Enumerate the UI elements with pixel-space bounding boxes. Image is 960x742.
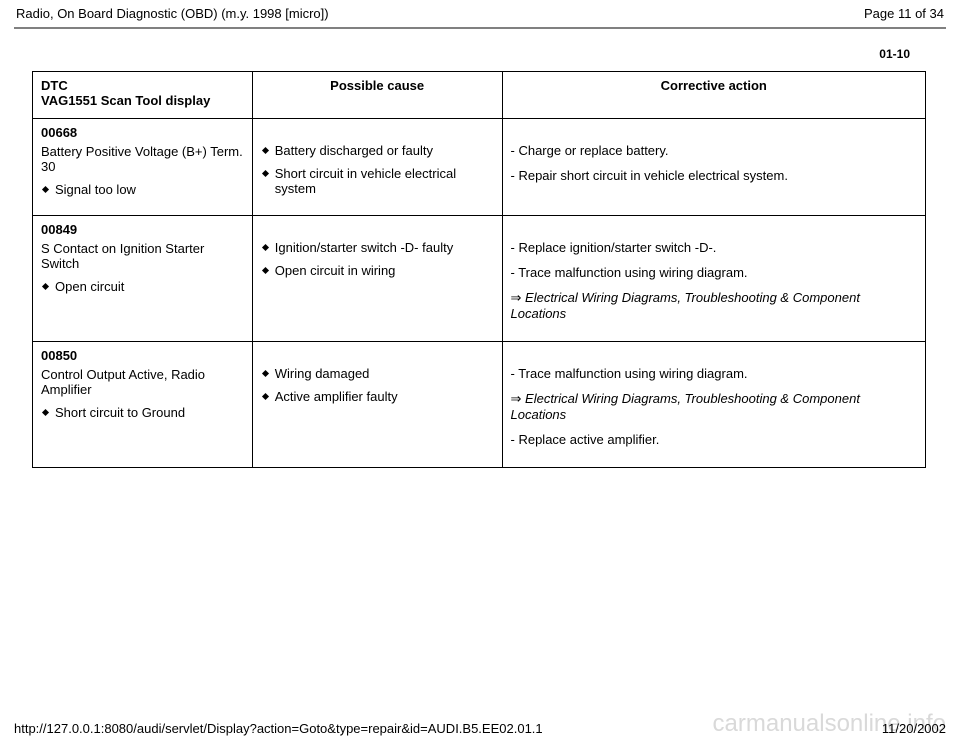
col-header-dtc-line1: DTC — [41, 78, 244, 93]
arrow-icon: ⇒ — [511, 391, 526, 406]
action-block: - Trace malfunction using wiring diagram… — [511, 366, 917, 447]
action-reference-text: Electrical Wiring Diagrams, Troubleshoot… — [511, 290, 860, 321]
dtc-sub-list: Signal too low — [41, 182, 244, 197]
dtc-description: Battery Positive Voltage (B+) Term. 30 — [41, 144, 244, 174]
dtc-sub-item: Short circuit to Ground — [41, 405, 244, 420]
footer-url: http://127.0.0.1:8080/audi/servlet/Displ… — [14, 721, 543, 736]
table-header-row: DTC VAG1551 Scan Tool display Possible c… — [33, 72, 926, 119]
dtc-cell: 00850 Control Output Active, Radio Amplif… — [33, 342, 253, 468]
cause-item: Wiring damaged — [261, 366, 494, 381]
col-header-dtc: DTC VAG1551 Scan Tool display — [33, 72, 253, 119]
action-cell: - Replace ignition/starter switch -D-. - … — [502, 216, 925, 342]
col-header-cause: Possible cause — [252, 72, 502, 119]
action-reference-text: Electrical Wiring Diagrams, Troubleshoot… — [511, 391, 860, 422]
action-item: - Replace ignition/starter switch -D-. — [511, 240, 917, 255]
table-body: 00668 Battery Positive Voltage (B+) Term.… — [33, 119, 926, 468]
action-item: - Trace malfunction using wiring diagram… — [511, 265, 917, 280]
action-block: - Charge or replace battery. - Repair sho… — [511, 143, 917, 183]
cause-item: Battery discharged or faulty — [261, 143, 494, 158]
footer-date: 11/20/2002 — [882, 721, 946, 736]
table-row: 00668 Battery Positive Voltage (B+) Term.… — [33, 119, 926, 216]
dtc-code: 00849 — [41, 222, 244, 237]
doc-title: Radio, On Board Diagnostic (OBD) (m.y. 1… — [16, 6, 329, 21]
footer-row: http://127.0.0.1:8080/audi/servlet/Displ… — [14, 721, 946, 736]
action-block: - Replace ignition/starter switch -D-. - … — [511, 240, 917, 321]
section-number: 01-10 — [14, 47, 946, 61]
cause-item: Open circuit in wiring — [261, 263, 494, 278]
cause-item: Active amplifier faulty — [261, 389, 494, 404]
action-reference: ⇒ Electrical Wiring Diagrams, Troublesho… — [511, 391, 917, 422]
page-number: Page 11 of 34 — [864, 6, 944, 21]
cause-item: Short circuit in vehicle electrical syst… — [261, 166, 494, 196]
dtc-sub-item: Signal too low — [41, 182, 244, 197]
action-item: - Trace malfunction using wiring diagram… — [511, 366, 917, 381]
action-cell: - Trace malfunction using wiring diagram… — [502, 342, 925, 468]
cause-cell: Ignition/starter switch -D- faulty Open c… — [252, 216, 502, 342]
table-row: 00849 S Contact on Ignition Starter Switc… — [33, 216, 926, 342]
dtc-code: 00850 — [41, 348, 244, 363]
dtc-cell: 00849 S Contact on Ignition Starter Switc… — [33, 216, 253, 342]
arrow-icon: ⇒ — [511, 290, 526, 305]
dtc-sub-item: Open circuit — [41, 279, 244, 294]
dtc-code: 00668 — [41, 125, 244, 140]
action-reference: ⇒ Electrical Wiring Diagrams, Troublesho… — [511, 290, 917, 321]
page: Radio, On Board Diagnostic (OBD) (m.y. 1… — [0, 0, 960, 742]
action-item: - Charge or replace battery. — [511, 143, 917, 158]
cause-list: Battery discharged or faulty Short circui… — [261, 143, 494, 196]
col-header-action: Corrective action — [502, 72, 925, 119]
table-row: 00850 Control Output Active, Radio Amplif… — [33, 342, 926, 468]
cause-list: Wiring damaged Active amplifier faulty — [261, 366, 494, 404]
cause-item: Ignition/starter switch -D- faulty — [261, 240, 494, 255]
cause-cell: Wiring damaged Active amplifier faulty — [252, 342, 502, 468]
cause-cell: Battery discharged or faulty Short circui… — [252, 119, 502, 216]
dtc-table: DTC VAG1551 Scan Tool display Possible c… — [32, 71, 926, 468]
col-header-dtc-line2: VAG1551 Scan Tool display — [41, 93, 244, 108]
action-cell: - Charge or replace battery. - Repair sho… — [502, 119, 925, 216]
dtc-sub-list: Open circuit — [41, 279, 244, 294]
action-item: - Replace active amplifier. — [511, 432, 917, 447]
cause-list: Ignition/starter switch -D- faulty Open c… — [261, 240, 494, 278]
dtc-description: S Contact on Ignition Starter Switch — [41, 241, 244, 271]
dtc-cell: 00668 Battery Positive Voltage (B+) Term.… — [33, 119, 253, 216]
header-row: Radio, On Board Diagnostic (OBD) (m.y. 1… — [14, 6, 946, 23]
dtc-sub-list: Short circuit to Ground — [41, 405, 244, 420]
dtc-description: Control Output Active, Radio Amplifier — [41, 367, 244, 397]
header-divider — [14, 27, 946, 29]
action-item: - Repair short circuit in vehicle electr… — [511, 168, 917, 183]
